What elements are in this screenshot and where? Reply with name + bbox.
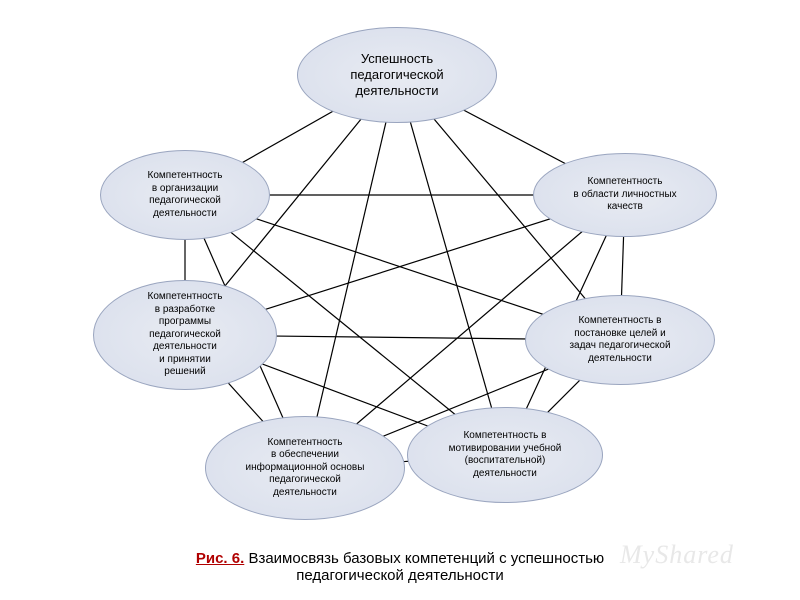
node-label: Компетентностьв организациипедагогическо…: [148, 170, 223, 220]
node-label: Компетентность впостановке целей изадач …: [569, 315, 670, 365]
node-n3: Компетентность вмотивировании учебной(во…: [407, 407, 603, 503]
node-label: Компетентность вмотивировании учебной(во…: [449, 430, 562, 480]
figure-caption: Рис. 6. Взаимосвязь базовых компетенций …: [0, 550, 800, 584]
caption-text: Взаимосвязь базовых компетенций с успешн…: [248, 550, 604, 567]
node-label: Успешностьпедагогическойдеятельности: [350, 51, 443, 100]
node-label: Компетентностьв области личностныхкачест…: [573, 176, 676, 214]
node-n6: Компетентностьв организациипедагогическо…: [100, 150, 270, 240]
caption-label: Рис. 6.: [196, 550, 244, 567]
node-n0: Успешностьпедагогическойдеятельности: [297, 27, 497, 123]
node-n5: Компетентностьв разработкепрограммыпедаг…: [93, 280, 277, 390]
diagram-container: Успешностьпедагогическойдеятельности Комп…: [0, 0, 800, 600]
node-n1: Компетентностьв области личностныхкачест…: [533, 153, 717, 237]
caption-text-2: педагогической деятельности: [296, 567, 504, 584]
node-label: Компетентностьв разработкепрограммыпедаг…: [148, 291, 223, 379]
edge: [397, 75, 505, 455]
node-n4: Компетентностьв обеспеченииинформационно…: [205, 416, 405, 520]
node-n2: Компетентность впостановке целей изадач …: [525, 295, 715, 385]
node-label: Компетентностьв обеспеченииинформационно…: [246, 437, 365, 500]
